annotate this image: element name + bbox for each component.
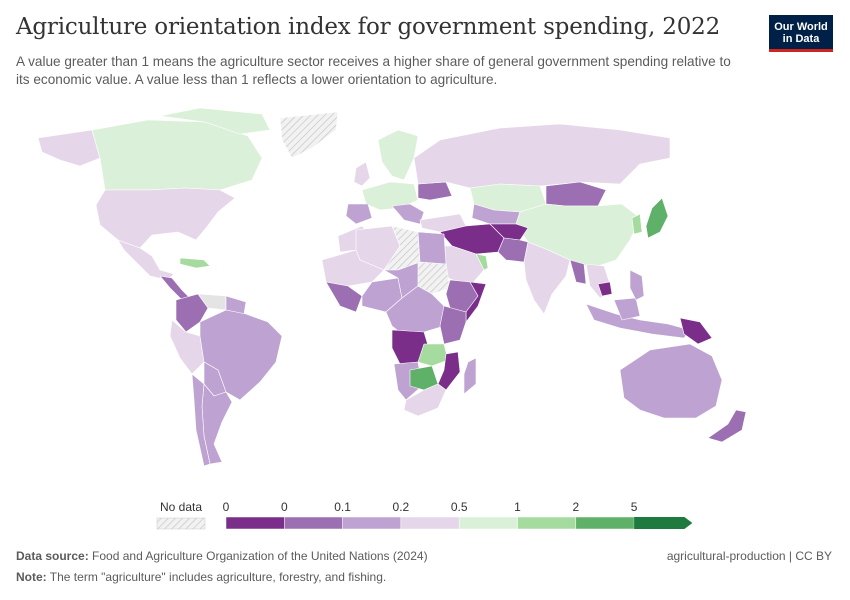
logo-line-1: Our World xyxy=(774,21,828,33)
source-text: Food and Agriculture Organization of the… xyxy=(92,549,428,563)
legend-tick-label: 0 xyxy=(280,500,288,514)
legend-swatches xyxy=(156,516,693,530)
footer-note: Note: The term "agriculture" includes ag… xyxy=(16,570,386,584)
legend-tick-label: 0.5 xyxy=(450,500,468,514)
region-caribbean[interactable] xyxy=(179,257,211,269)
legend-tick-label: 0.2 xyxy=(392,500,410,514)
legend-tick-label: 0 xyxy=(222,500,230,514)
region-usa[interactable] xyxy=(95,187,236,249)
region-australia[interactable] xyxy=(619,343,723,419)
region-canada-islands[interactable] xyxy=(159,107,271,135)
note-label: Note: xyxy=(16,570,47,584)
region-korea[interactable] xyxy=(631,213,643,235)
region-afghanistan[interactable] xyxy=(489,223,529,241)
region-peru[interactable] xyxy=(169,319,205,375)
region-sudan[interactable] xyxy=(417,261,451,295)
region-alaska[interactable] xyxy=(37,129,101,167)
legend-bin-6[interactable] xyxy=(575,516,635,530)
region-borneo[interactable] xyxy=(613,297,641,321)
owid-logo[interactable]: Our World in Data xyxy=(769,15,833,52)
legend-tick-label: 2 xyxy=(572,500,580,514)
region-canada[interactable] xyxy=(91,119,263,191)
logo-line-2: in Data xyxy=(782,33,820,45)
region-uk[interactable] xyxy=(353,161,371,187)
region-central-america[interactable] xyxy=(159,275,191,301)
region-papua-new-guinea[interactable] xyxy=(679,317,713,345)
legend-bin-0[interactable] xyxy=(225,516,285,530)
region-mexico[interactable] xyxy=(117,239,175,281)
legend-tick-label: 0.1 xyxy=(334,500,351,514)
region-gulf[interactable] xyxy=(475,253,489,271)
region-india[interactable] xyxy=(523,241,571,315)
region-pakistan[interactable] xyxy=(497,237,529,263)
legend-bin-5[interactable] xyxy=(517,516,577,530)
region-new-zealand[interactable] xyxy=(707,409,747,443)
region-chile[interactable] xyxy=(191,373,211,467)
chart-title: Agriculture orientation index for govern… xyxy=(16,14,720,40)
legend-bin-1[interactable] xyxy=(284,516,343,530)
region-ukraine[interactable] xyxy=(417,181,453,201)
footer-source: Data source: Food and Agriculture Organi… xyxy=(16,549,428,563)
legend-tick-label: 5 xyxy=(630,500,638,514)
region-japan[interactable] xyxy=(645,197,669,239)
region-madagascar[interactable] xyxy=(463,357,477,395)
chart-subtitle: A value greater than 1 means the agricul… xyxy=(16,54,731,87)
region-italy-balkans[interactable] xyxy=(391,203,425,225)
legend-no-data-swatch xyxy=(156,517,206,530)
footer-license[interactable]: agricultural-production | CC BY xyxy=(666,549,832,563)
region-myanmar[interactable] xyxy=(569,259,587,285)
note-text: The term "agriculture" includes agricult… xyxy=(49,570,387,584)
legend-bin-4[interactable] xyxy=(458,516,518,530)
world-map[interactable] xyxy=(0,100,850,480)
region-russia[interactable] xyxy=(413,123,671,189)
region-mongolia[interactable] xyxy=(545,181,607,207)
region-philippines[interactable] xyxy=(629,269,645,301)
region-scandinavia[interactable] xyxy=(377,129,419,181)
region-south-africa[interactable] xyxy=(403,383,447,417)
legend-bin-3[interactable] xyxy=(400,516,460,530)
region-egypt[interactable] xyxy=(417,231,447,265)
source-label: Data source: xyxy=(16,549,89,563)
region-east-africa[interactable] xyxy=(439,305,467,345)
legend-no-data-label: No data xyxy=(159,500,203,514)
region-zambia[interactable] xyxy=(417,343,449,367)
legend-bin-2[interactable] xyxy=(342,516,402,530)
legend-tick-label: 1 xyxy=(514,500,521,514)
legend-bin-7[interactable] xyxy=(634,517,693,529)
region-greenland[interactable] xyxy=(279,111,339,159)
region-west-coast[interactable] xyxy=(325,281,363,313)
region-cambodia[interactable] xyxy=(597,281,613,297)
region-iberia[interactable] xyxy=(345,203,373,225)
